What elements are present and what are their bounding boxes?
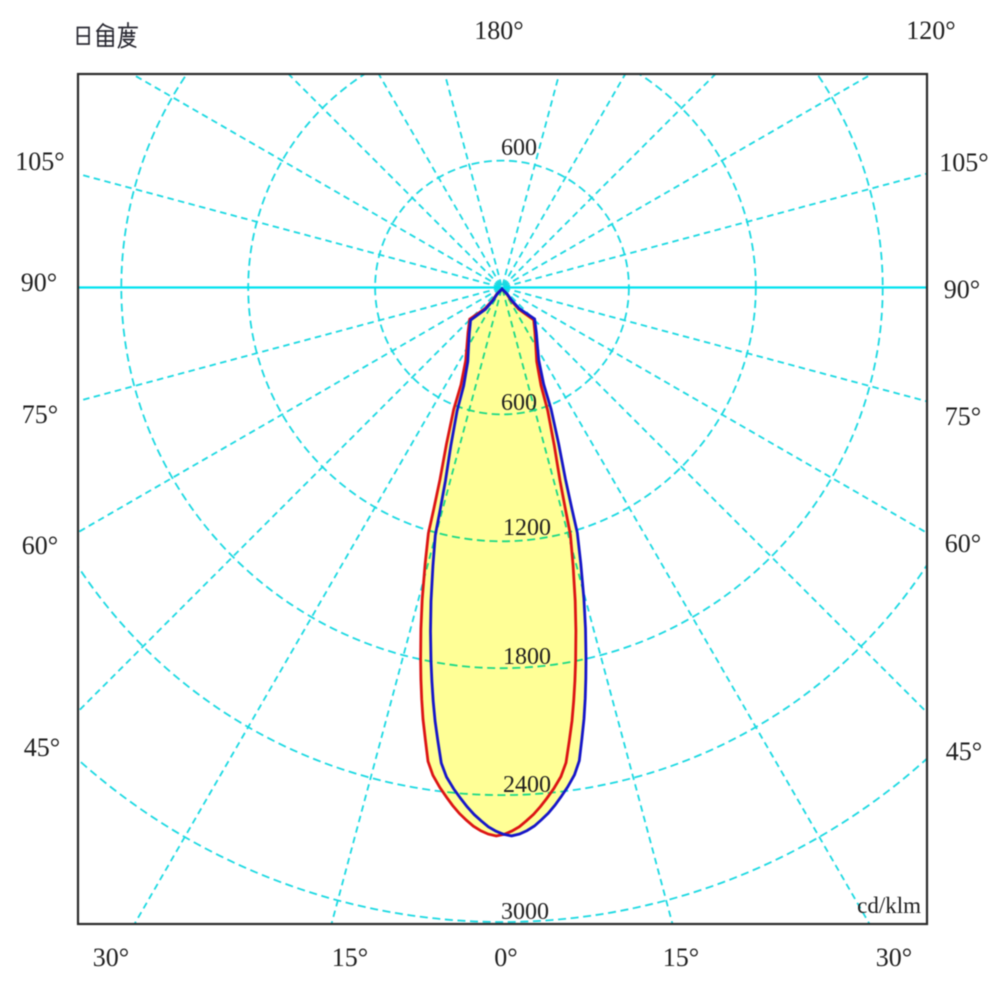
svg-text:75°: 75° (22, 400, 58, 429)
svg-text:15°: 15° (332, 943, 368, 972)
svg-text:0°: 0° (494, 943, 517, 972)
svg-text:90°: 90° (944, 275, 980, 304)
svg-text:cd/klm: cd/klm (857, 893, 921, 918)
svg-text:90°: 90° (21, 268, 57, 297)
svg-text:1800: 1800 (503, 644, 551, 670)
svg-text:2400: 2400 (503, 772, 551, 798)
svg-text:105°: 105° (15, 147, 64, 176)
svg-text:60°: 60° (22, 531, 58, 560)
svg-text:45°: 45° (946, 737, 982, 766)
svg-text:180°: 180° (474, 16, 523, 45)
svg-text:105°: 105° (939, 148, 988, 177)
svg-text:600: 600 (501, 390, 537, 416)
svg-text:1200: 1200 (503, 515, 551, 541)
svg-text:600: 600 (501, 135, 537, 161)
svg-text:45°: 45° (24, 733, 60, 762)
svg-text:30°: 30° (876, 943, 912, 972)
svg-text:60°: 60° (945, 529, 981, 558)
svg-text:3000: 3000 (501, 899, 549, 925)
svg-text:120°: 120° (906, 16, 955, 45)
svg-text:15°: 15° (663, 943, 699, 972)
svg-text:75°: 75° (945, 402, 981, 431)
svg-text:30°: 30° (93, 943, 129, 972)
